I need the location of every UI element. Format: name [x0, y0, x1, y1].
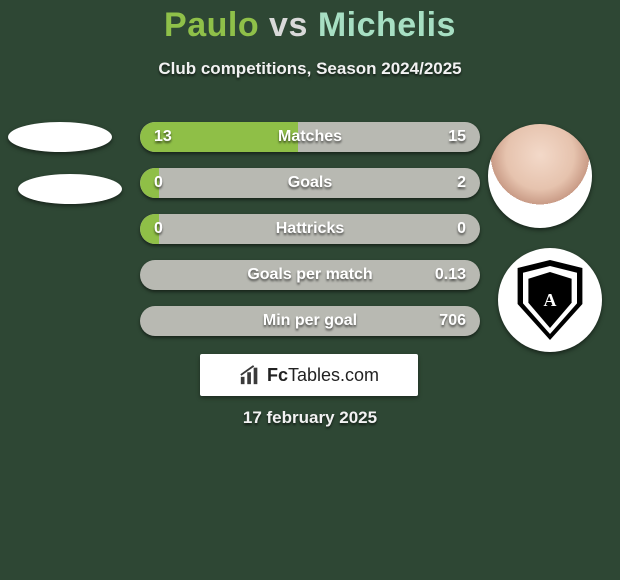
stat-row: 13Matches15 — [140, 122, 480, 152]
title-player1: Paulo — [164, 6, 259, 44]
brand-text-right: Tables.com — [288, 365, 379, 385]
title-player2: Michelis — [318, 6, 456, 44]
date-label: 17 february 2025 — [0, 408, 620, 428]
club2-shield: A — [514, 260, 586, 340]
club2-shield-letter: A — [526, 272, 574, 328]
stat-row: 0Goals2 — [140, 168, 480, 198]
content-root: Paulo vs Michelis Club competitions, Sea… — [0, 0, 620, 580]
stat-row: Min per goal706 — [140, 306, 480, 336]
stat-label: Goals per match — [140, 260, 480, 290]
chart-icon — [239, 364, 261, 386]
stat-right-value: 0.13 — [435, 260, 466, 290]
stat-right-value: 706 — [439, 306, 466, 336]
player2-avatar — [488, 124, 592, 228]
brand-text-left: Fc — [267, 365, 288, 385]
page-title: Paulo vs Michelis — [0, 0, 620, 45]
title-vs: vs — [269, 6, 318, 44]
stat-label: Goals — [140, 168, 480, 198]
stat-label: Hattricks — [140, 214, 480, 244]
stat-row: 0Hattricks0 — [140, 214, 480, 244]
club2-badge: A — [498, 248, 602, 352]
club1-badge — [18, 174, 122, 204]
stat-label: Min per goal — [140, 306, 480, 336]
brand-text: FcTables.com — [267, 365, 379, 386]
stat-right-value: 15 — [448, 122, 466, 152]
stat-right-value: 2 — [457, 168, 466, 198]
subtitle: Club competitions, Season 2024/2025 — [0, 59, 620, 79]
stat-rows: 13Matches150Goals20Hattricks0Goals per m… — [140, 122, 480, 352]
brand-box: FcTables.com — [200, 354, 418, 396]
player1-avatar — [8, 122, 112, 152]
stat-label: Matches — [140, 122, 480, 152]
stat-row: Goals per match0.13 — [140, 260, 480, 290]
stat-right-value: 0 — [457, 214, 466, 244]
